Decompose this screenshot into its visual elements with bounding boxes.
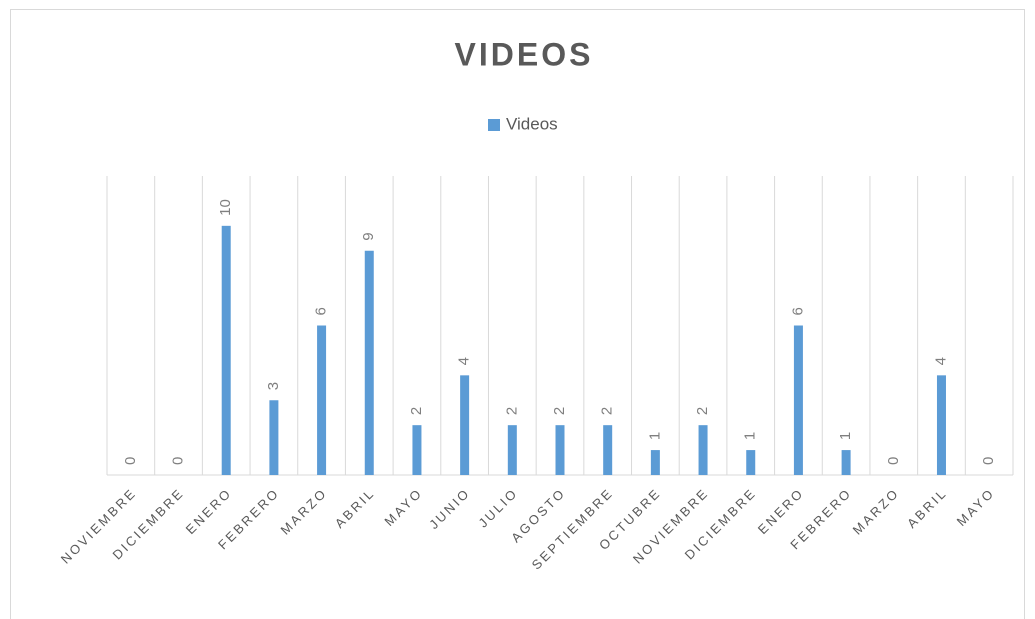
data-label: 1 (837, 432, 854, 440)
data-label: 2 (599, 407, 616, 415)
bar (555, 425, 565, 475)
bar (269, 400, 279, 475)
data-label: 9 (360, 232, 377, 240)
bar (650, 450, 660, 475)
data-label: 4 (456, 357, 473, 365)
data-label: 0 (885, 457, 902, 465)
data-label: 0 (169, 457, 186, 465)
data-label: 0 (980, 457, 997, 465)
data-label: 2 (503, 407, 520, 415)
bar (317, 325, 327, 475)
data-label: 10 (217, 199, 234, 216)
bar (507, 425, 517, 475)
bar (603, 425, 613, 475)
data-label: 6 (789, 307, 806, 315)
chart-border (10, 9, 1025, 619)
data-label: 0 (122, 457, 139, 465)
data-label: 4 (932, 357, 949, 365)
bar (698, 425, 708, 475)
bar (936, 375, 946, 475)
bar (412, 425, 422, 475)
bar (364, 250, 374, 475)
data-label: 1 (742, 432, 759, 440)
chart-title: VIDEOS (455, 36, 594, 72)
bar (793, 325, 803, 475)
data-label: 3 (265, 382, 282, 390)
legend-swatch (488, 119, 500, 131)
data-label: 2 (694, 407, 711, 415)
bar (841, 450, 851, 475)
data-label: 2 (408, 407, 425, 415)
bar (460, 375, 470, 475)
legend-label: Videos (506, 114, 558, 133)
data-label: 6 (313, 307, 330, 315)
data-label: 2 (551, 407, 568, 415)
bar (221, 225, 231, 475)
bar (746, 450, 756, 475)
data-label: 1 (646, 432, 663, 440)
